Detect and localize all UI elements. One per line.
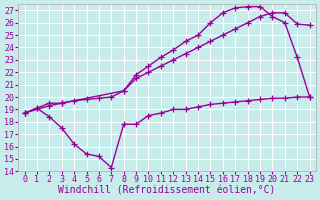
X-axis label: Windchill (Refroidissement éolien,°C): Windchill (Refroidissement éolien,°C) — [58, 186, 276, 196]
